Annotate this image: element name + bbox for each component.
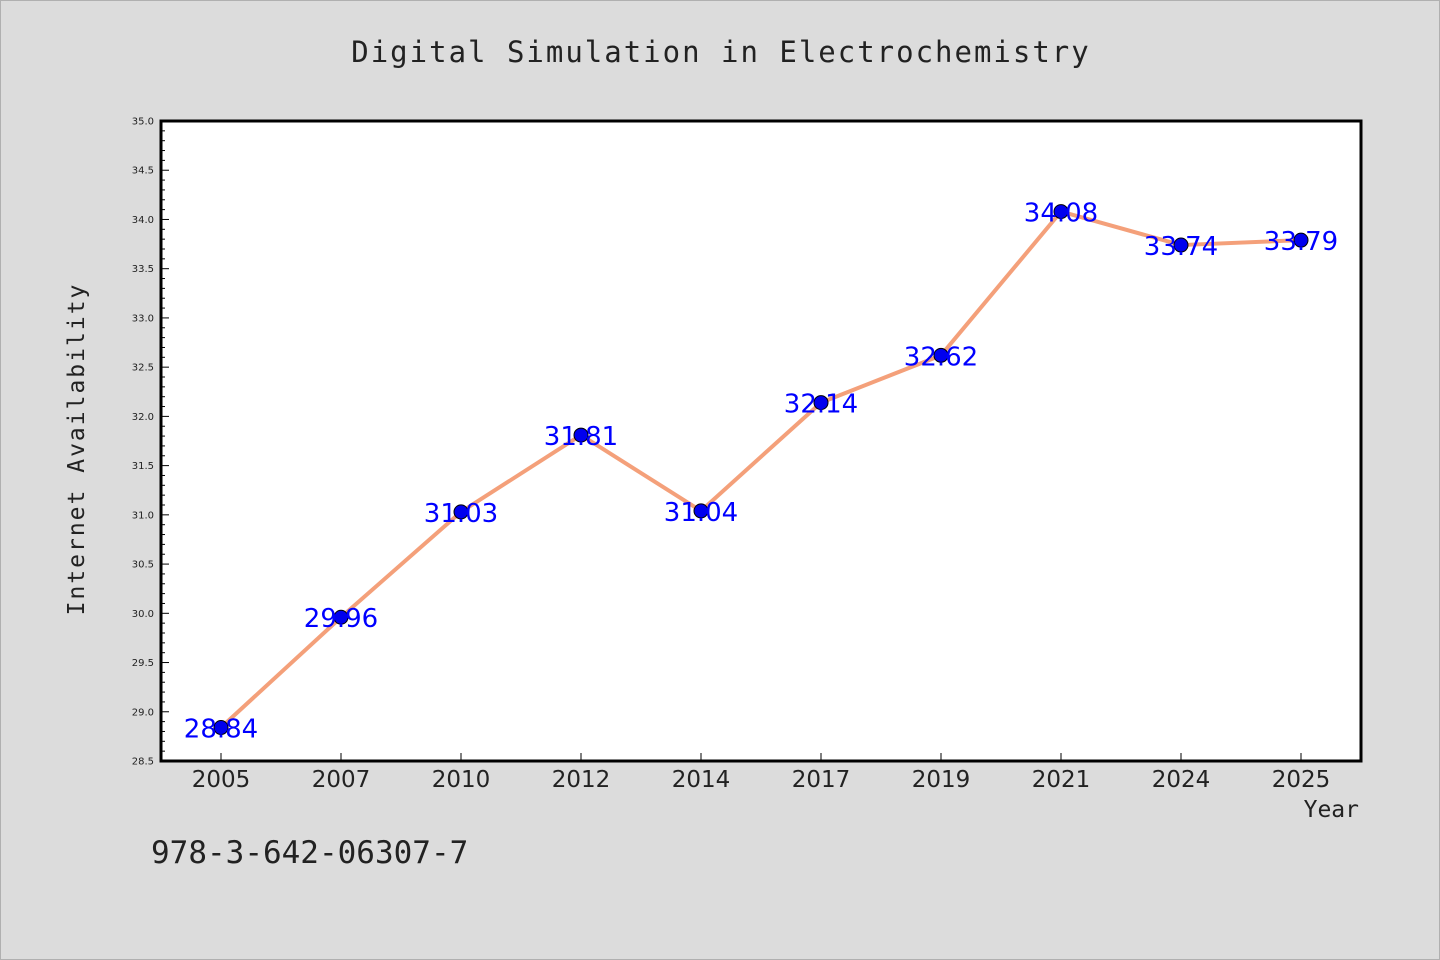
- x-tick-label: 2007: [312, 767, 371, 793]
- y-tick-label: 33.5: [132, 264, 154, 275]
- y-tick-label: 33.0: [132, 313, 154, 324]
- data-label: 33.79: [1264, 227, 1338, 257]
- data-label: 31.04: [664, 498, 738, 528]
- y-tick-label: 35.0: [132, 117, 154, 128]
- y-tick-label: 34.0: [132, 215, 154, 226]
- x-tick-label: 2025: [1272, 767, 1331, 793]
- x-tick-label: 2010: [432, 767, 491, 793]
- series-line-group: [219, 209, 1303, 730]
- y-tick-label: 31.0: [132, 510, 154, 521]
- y-ticks: 28.5 29.0 29.5 30.0 30.5 31.0 31.5 32.0 32.5 33.0…: [132, 117, 169, 768]
- data-point: [933, 347, 949, 363]
- x-tick-label: 2012: [552, 767, 611, 793]
- x-tick-label: 2019: [912, 767, 971, 793]
- x-axis-label: Year: [1303, 797, 1359, 823]
- y-tick-label: 28.5: [132, 757, 154, 768]
- y-tick-label: 34.5: [132, 166, 154, 177]
- y-tick-label: 31.5: [132, 461, 154, 472]
- data-point: [1053, 204, 1069, 220]
- x-tick-label: 2014: [672, 767, 731, 793]
- data-label: 34.08: [1024, 199, 1098, 229]
- data-point: [1173, 237, 1189, 253]
- y-tick-label: 30.0: [132, 609, 154, 620]
- data-label: 28.84: [184, 715, 258, 745]
- data-label: 32.62: [904, 342, 978, 372]
- data-label: 33.74: [1144, 232, 1218, 262]
- data-point: [1293, 232, 1309, 248]
- plot-background: [159, 119, 1363, 763]
- chart-title: Digital Simulation in Electrochemistry: [351, 35, 1091, 69]
- data-point: [813, 395, 829, 411]
- x-tick-label: 2021: [1032, 767, 1091, 793]
- y-tick-label: 30.5: [132, 560, 154, 571]
- x-tick-label: 2024: [1152, 767, 1211, 793]
- x-ticks: 2005 2007 2010 2012 2014 2017 2019 2021 2024 2025: [192, 753, 1331, 793]
- y-tick-label: 32.5: [132, 363, 154, 374]
- data-label: 31.03: [424, 499, 498, 529]
- markers-group: [213, 204, 1309, 736]
- y-tick-label: 29.5: [132, 658, 154, 669]
- y-tick-label: 32.0: [132, 412, 154, 423]
- series-line: [219, 209, 1303, 730]
- data-point: [573, 427, 589, 443]
- data-labels-group: 28.84 29.96 31.03 31.81 31.04 32.14 32.62 34.08…: [184, 199, 1338, 745]
- data-label: 32.14: [784, 390, 858, 420]
- data-point: [213, 720, 229, 736]
- data-point: [333, 609, 349, 625]
- data-point: [453, 504, 469, 520]
- y-tick-label: 29.0: [132, 707, 154, 718]
- x-tick-label: 2017: [792, 767, 851, 793]
- isbn-text: 978-3-642-06307-7: [151, 835, 469, 871]
- x-tick-label: 2005: [192, 767, 251, 793]
- data-label: 29.96: [304, 604, 378, 634]
- data-point: [693, 503, 709, 519]
- data-label: 31.81: [544, 422, 618, 452]
